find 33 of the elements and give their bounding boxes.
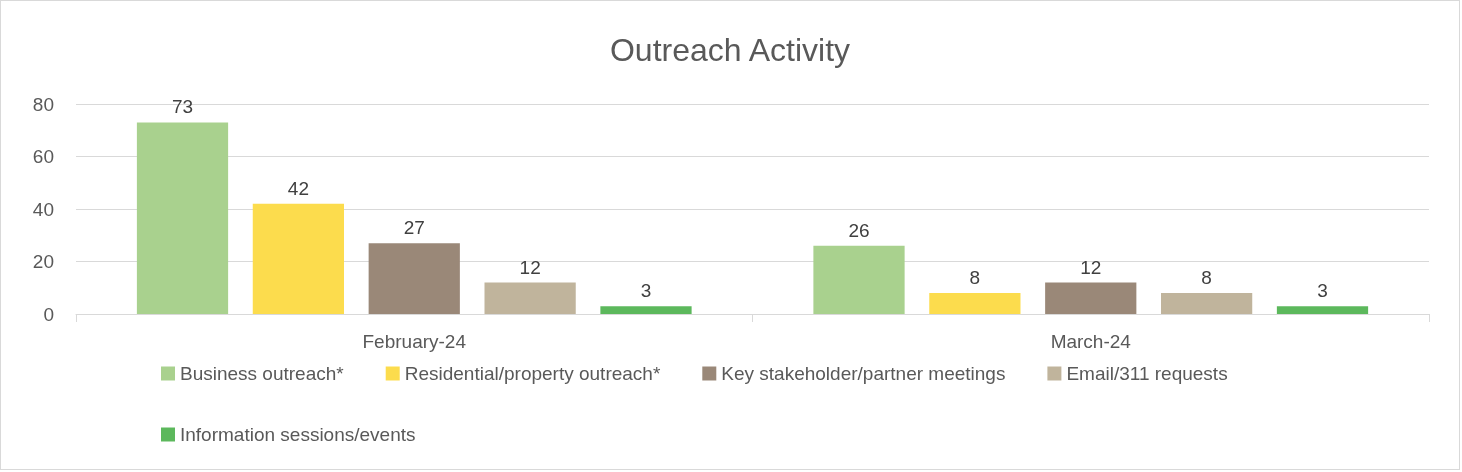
data-label: 8 — [969, 267, 981, 288]
legend-label: Information sessions/events — [180, 424, 416, 445]
data-label: 3 — [640, 280, 652, 302]
bar — [1276, 306, 1369, 314]
x-tick-label: March-24 — [1050, 331, 1132, 352]
x-tick-label: February-24 — [362, 331, 467, 352]
chart-title: Outreach Activity — [609, 32, 851, 68]
y-tick-label: 40 — [32, 198, 54, 220]
y-tick-label: 80 — [32, 93, 54, 115]
data-label: 8 — [1201, 267, 1212, 288]
bar — [252, 203, 344, 314]
bar — [136, 122, 229, 314]
data-label: 42 — [287, 177, 309, 199]
bar — [600, 306, 692, 314]
bar — [813, 245, 905, 314]
data-label: 27 — [403, 217, 425, 239]
bar — [929, 293, 1021, 314]
data-label: 3 — [1317, 280, 1328, 302]
legend-label: Residential/property outreach* — [404, 363, 661, 384]
y-tick-label: 60 — [32, 146, 54, 167]
legend-label: Business outreach* — [180, 363, 345, 384]
data-label: 12 — [1080, 256, 1102, 278]
bar — [368, 243, 460, 314]
data-label: 12 — [519, 256, 541, 278]
y-tick-label: 0 — [43, 303, 54, 325]
data-label: 73 — [171, 96, 194, 118]
bar — [1045, 282, 1137, 314]
legend-label: Email/311 requests — [1066, 363, 1228, 384]
legend-label: Key stakeholder/partner meetings — [721, 363, 1006, 384]
bar — [484, 282, 576, 314]
y-tick-label: 20 — [32, 251, 54, 272]
bar — [1161, 293, 1253, 314]
data-label: 26 — [848, 219, 870, 241]
